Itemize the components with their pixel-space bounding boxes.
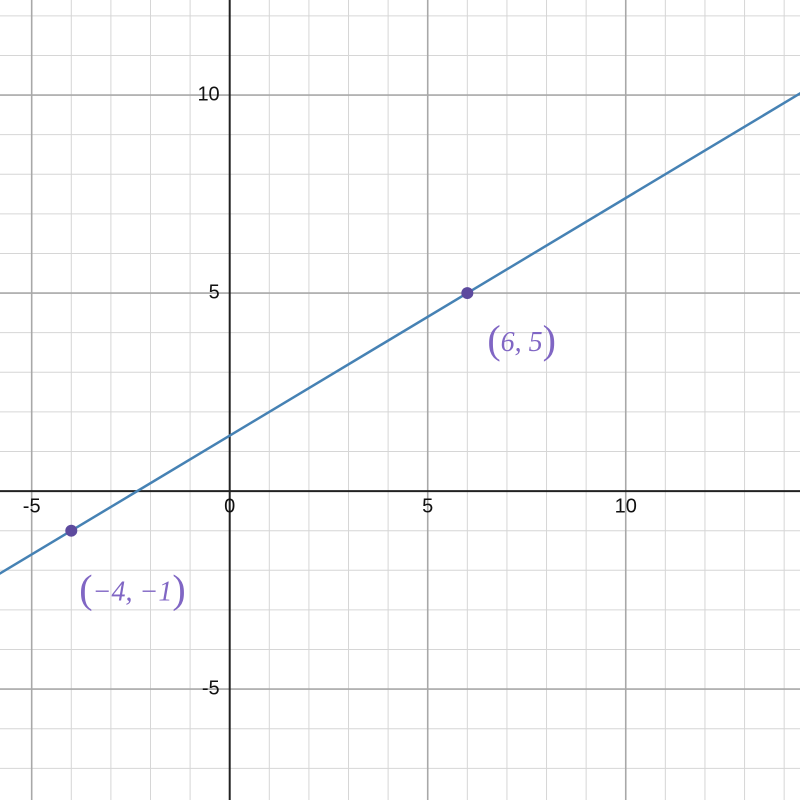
- x-tick-label: 5: [422, 496, 433, 518]
- y-tick-label: 10: [197, 83, 219, 105]
- data-point: [65, 525, 77, 537]
- coordinate-plane-chart: -50510-5510(−4, −1)(6, 5): [0, 0, 800, 800]
- x-tick-label: 0: [224, 496, 235, 518]
- x-tick-label: -5: [23, 496, 41, 518]
- x-tick-label: 10: [615, 496, 637, 518]
- y-tick-label: 5: [209, 281, 220, 303]
- data-point: [461, 287, 473, 299]
- y-tick-label: -5: [202, 677, 220, 699]
- chart-container: -50510-5510(−4, −1)(6, 5): [0, 0, 800, 800]
